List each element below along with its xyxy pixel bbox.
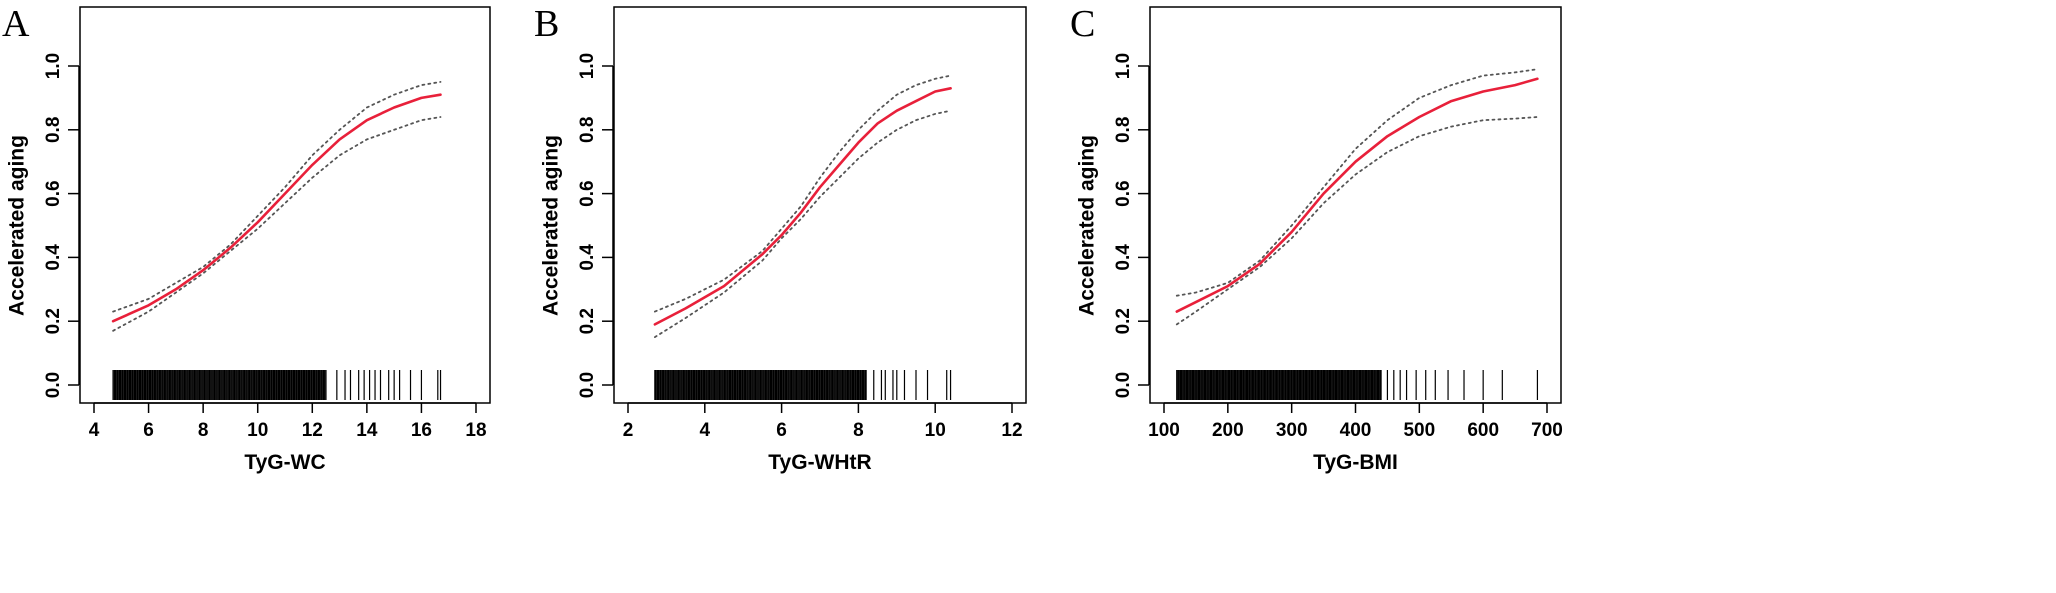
x-tick-label: 8	[853, 420, 864, 441]
panel-a: A 0.0 0.2 0.4 0.6 0.8 1.0 Accelerated aging 4 6 8 1…	[2, 3, 491, 474]
y-tick-label: 1.0	[577, 53, 598, 79]
plot-frame	[79, 6, 491, 404]
y-tick-label: 0.4	[1113, 244, 1134, 271]
x-tick-label: 10	[247, 420, 268, 441]
y-tick-label: 0.0	[43, 372, 64, 398]
plot-frame	[613, 6, 1027, 404]
y-tick-label: 0.2	[1113, 308, 1134, 334]
x-tick-label: 500	[1403, 420, 1435, 441]
y-tick-label: 0.6	[577, 180, 598, 206]
x-tick-label: 200	[1212, 420, 1244, 441]
plot-frame	[1149, 6, 1562, 404]
y-axis-title: Accelerated aging	[6, 135, 29, 316]
x-axis-title: TyG-WHtR	[768, 451, 871, 474]
y-tick-label: 0.0	[1113, 372, 1134, 398]
x-tick-label: 300	[1276, 420, 1308, 441]
y-tick-label: 0.6	[1113, 180, 1134, 206]
panel-letter: C	[1070, 3, 1095, 45]
y-tick-label: 0.6	[43, 180, 64, 206]
y-tick-label: 0.4	[43, 244, 64, 271]
x-tick-label: 10	[925, 420, 946, 441]
y-tick-label: 0.8	[1113, 117, 1134, 143]
y-tick-label: 0.0	[577, 372, 598, 398]
y-tick-label: 1.0	[43, 53, 64, 79]
x-tick-label: 14	[356, 420, 378, 441]
x-tick-label: 18	[465, 420, 486, 441]
lower-ci-curve	[654, 109, 952, 339]
y-axis-title: Accelerated aging	[540, 135, 563, 316]
x-tick-label: 400	[1340, 420, 1372, 441]
x-tick-label: 2	[623, 420, 634, 441]
x-tick-label: 8	[198, 420, 209, 441]
x-tick-label: 600	[1467, 420, 1499, 441]
estimate-curve	[653, 87, 952, 326]
x-tick-label: 6	[776, 420, 787, 441]
x-tick-label: 16	[411, 420, 432, 441]
y-tick-label: 0.8	[577, 117, 598, 143]
estimate-curve	[111, 93, 442, 323]
panel-c: C 0.0 0.2 0.4 0.6 0.8 1.0 Accelerated aging 100 2…	[1070, 3, 1563, 474]
y-axis-title: Accelerated aging	[1076, 135, 1099, 316]
x-tick-label: 12	[1001, 420, 1022, 441]
rug-plot	[112, 370, 442, 400]
y-tick-label: 1.0	[1113, 53, 1134, 79]
x-axis-title: TyG-WC	[244, 451, 325, 474]
panel-letter: B	[534, 3, 559, 45]
lower-ci-curve	[112, 116, 442, 332]
x-tick-label: 4	[700, 420, 711, 441]
y-tick-label: 0.2	[43, 308, 64, 334]
estimate-curve	[1175, 77, 1539, 313]
x-tick-label: 4	[89, 420, 100, 441]
upper-ci-curve	[112, 81, 442, 313]
y-tick-label: 0.4	[577, 244, 598, 271]
upper-ci-curve	[1175, 68, 1539, 297]
x-tick-label: 100	[1148, 420, 1180, 441]
y-tick-label: 0.8	[43, 117, 64, 143]
lower-ci-curve	[1175, 116, 1539, 326]
panel-letter: A	[2, 3, 30, 45]
x-tick-label: 6	[143, 420, 154, 441]
panel-b: B 0.0 0.2 0.4 0.6 0.8 1.0 Accelerated aging 2 4 6 8…	[534, 3, 1027, 474]
x-axis-title: TyG-BMI	[1313, 451, 1398, 474]
x-tick-label: 700	[1531, 420, 1563, 441]
x-tick-label: 12	[302, 420, 323, 441]
rug-plot	[1176, 370, 1539, 400]
rug-plot	[654, 370, 952, 400]
upper-ci-curve	[654, 74, 952, 313]
y-tick-label: 0.2	[577, 308, 598, 334]
